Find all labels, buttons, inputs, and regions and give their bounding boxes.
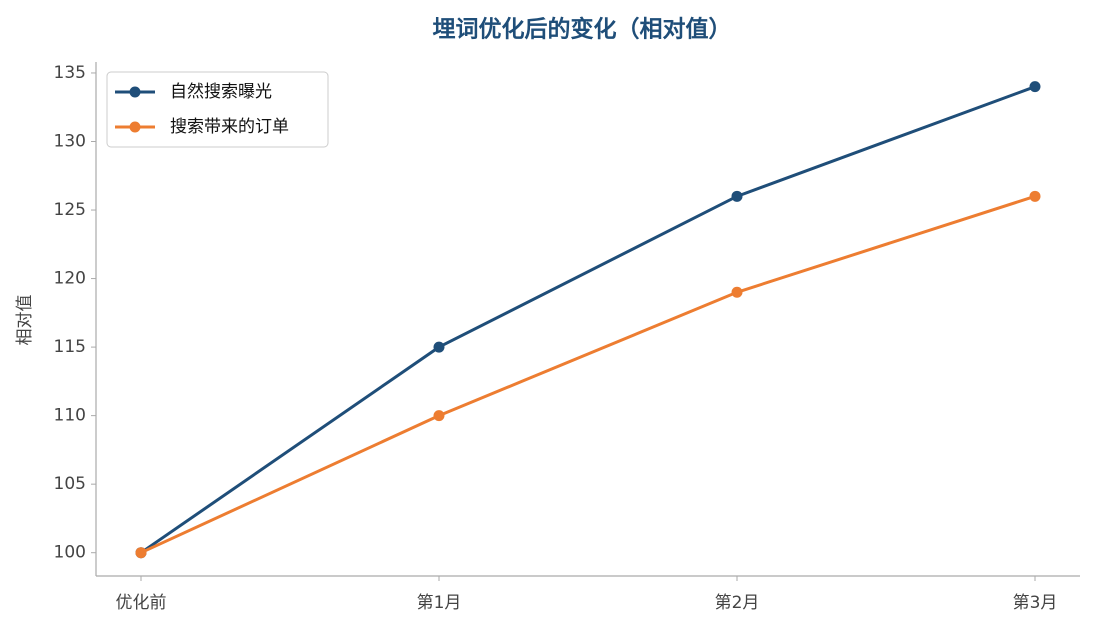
data-point <box>433 341 445 353</box>
y-tick-label: 130 <box>54 131 86 151</box>
series-line <box>140 194 1036 555</box>
data-point <box>731 286 743 298</box>
x-tick-label: 优化前 <box>116 593 167 613</box>
data-point <box>135 547 147 559</box>
series-line <box>140 85 1036 554</box>
data-point <box>1029 190 1041 202</box>
chart-title: 埋词优化后的变化（相对值） <box>433 16 732 43</box>
y-tick-label: 110 <box>54 406 86 426</box>
legend-marker <box>129 86 141 98</box>
legend-marker <box>129 121 141 133</box>
legend-label: 搜索带来的订单 <box>170 117 289 137</box>
y-tick-label: 105 <box>54 474 86 494</box>
y-axis-label: 相对值 <box>15 295 35 346</box>
data-point <box>1029 81 1041 93</box>
legend-box <box>106 71 329 148</box>
x-tick-label: 第3月 <box>1013 593 1058 613</box>
y-tick-label: 125 <box>54 200 86 220</box>
y-tick-label: 115 <box>54 337 86 357</box>
y-tick-label: 135 <box>54 63 86 83</box>
data-point <box>731 190 743 202</box>
y-tick-label: 100 <box>54 543 86 563</box>
legend-label: 自然搜索曝光 <box>170 82 272 102</box>
x-tick-label: 第1月 <box>417 593 462 613</box>
x-tick-label: 第2月 <box>715 593 760 613</box>
y-tick-label: 120 <box>54 269 86 289</box>
data-point <box>433 410 445 422</box>
